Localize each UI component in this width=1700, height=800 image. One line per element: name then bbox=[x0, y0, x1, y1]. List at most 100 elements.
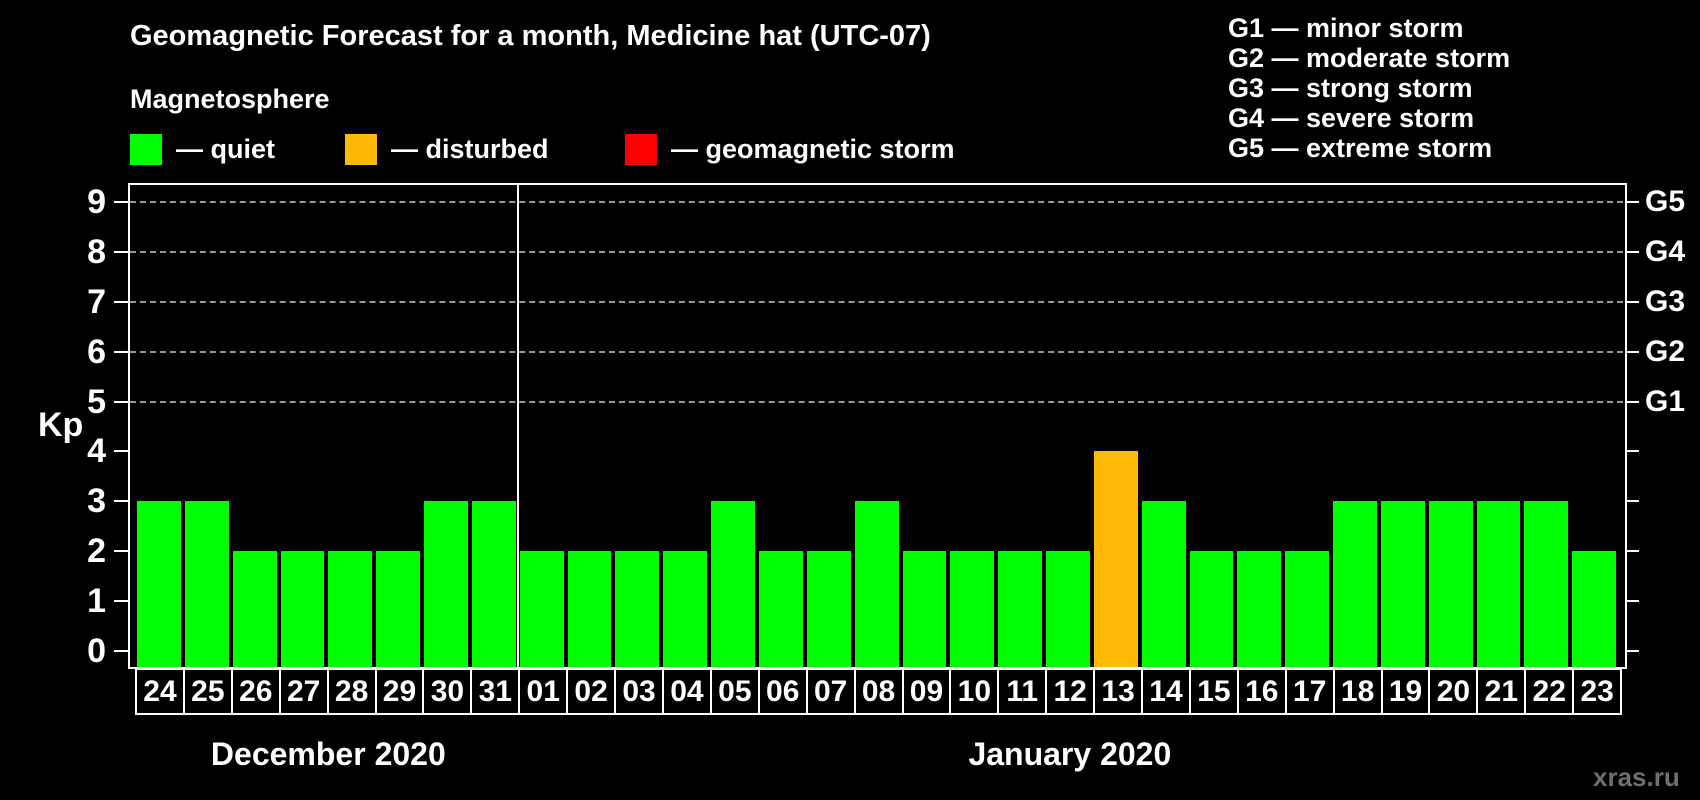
watermark: xras.ru bbox=[1593, 762, 1680, 792]
kp-bar-day-03-value-2 bbox=[615, 551, 660, 667]
bar-slot-day-07 bbox=[806, 185, 855, 667]
bar-slot-day-24 bbox=[137, 185, 185, 667]
day-cell-15: 15 bbox=[1188, 668, 1239, 715]
g-legend-line: G4 — severe storm bbox=[1228, 103, 1475, 133]
bar-slot-day-06 bbox=[758, 185, 807, 667]
legend-swatch-storm bbox=[625, 133, 657, 165]
y-axis-tick bbox=[114, 450, 128, 453]
kp-bar-day-13-value-4 bbox=[1093, 451, 1138, 667]
chart-title: Geomagnetic Forecast for a month, Medici… bbox=[130, 20, 931, 52]
day-cell-29: 29 bbox=[374, 668, 425, 715]
day-cell-27: 27 bbox=[278, 668, 329, 715]
month-label: December 2020 bbox=[210, 736, 446, 772]
bar-slot-day-23 bbox=[1572, 185, 1620, 667]
day-cell-31: 31 bbox=[470, 668, 521, 715]
day-cell-23: 23 bbox=[1572, 668, 1623, 715]
bar-slot-day-17 bbox=[1285, 185, 1333, 667]
day-cell-20: 20 bbox=[1428, 668, 1479, 715]
kp-bar-day-27-value-2 bbox=[280, 551, 325, 667]
kp-bar-day-08-value-3 bbox=[854, 501, 899, 667]
bar-slot-day-19 bbox=[1380, 185, 1429, 667]
day-cell-18: 18 bbox=[1332, 668, 1383, 715]
bar-slot-day-11 bbox=[998, 185, 1046, 667]
day-cell-02: 02 bbox=[566, 668, 617, 715]
y-axis-label: 5 bbox=[87, 382, 106, 421]
bar-slot-day-10 bbox=[950, 185, 998, 667]
g-axis-label-g2: G2 bbox=[1645, 334, 1686, 368]
bar-slot-day-14 bbox=[1141, 185, 1190, 667]
bar-slot-day-21 bbox=[1476, 185, 1525, 667]
day-cell-21: 21 bbox=[1476, 668, 1527, 715]
y-axis-tick bbox=[114, 300, 128, 303]
bar-slot-day-27 bbox=[280, 185, 329, 667]
day-cell-24: 24 bbox=[135, 668, 185, 715]
bar-slot-day-30 bbox=[424, 185, 472, 667]
y-axis-tick bbox=[114, 250, 128, 253]
bar-slot-day-08 bbox=[854, 185, 903, 667]
kp-bar-day-01-value-2 bbox=[519, 551, 564, 667]
right-axis-tick bbox=[1625, 500, 1639, 503]
gridline-kp7 bbox=[130, 300, 1623, 303]
kp-bar-day-29-value-2 bbox=[376, 551, 421, 667]
day-cell-25: 25 bbox=[182, 668, 233, 715]
bar-slot-day-26 bbox=[232, 185, 281, 667]
magnetosphere-legend: — quiet — disturbed — geomagnetic storm bbox=[130, 133, 1030, 167]
day-cell-12: 12 bbox=[1045, 668, 1096, 715]
kp-bar-day-21-value-3 bbox=[1476, 501, 1521, 667]
bar-slot-day-28 bbox=[328, 185, 376, 667]
g-axis-label-g3: G3 bbox=[1645, 284, 1686, 318]
legend-label: — geomagnetic storm bbox=[671, 133, 955, 164]
right-axis-tick bbox=[1625, 350, 1639, 353]
kp-bar-day-26-value-2 bbox=[232, 551, 277, 667]
legend-label: — quiet bbox=[176, 133, 275, 164]
month-divider-line bbox=[517, 185, 519, 667]
bar-slot-day-29 bbox=[376, 185, 424, 667]
day-cell-03: 03 bbox=[614, 668, 664, 715]
y-axis-label: 2 bbox=[87, 532, 106, 571]
right-axis-tick bbox=[1625, 200, 1639, 203]
legend-item-quiet: — quiet bbox=[130, 133, 275, 165]
g-legend-line: G2 — moderate storm bbox=[1228, 43, 1511, 73]
y-axis-tick bbox=[114, 200, 128, 203]
right-axis-tick bbox=[1625, 550, 1639, 553]
kp-bar-day-25-value-3 bbox=[184, 501, 229, 667]
kp-bar-day-06-value-2 bbox=[758, 551, 803, 667]
right-axis-tick bbox=[1625, 450, 1639, 453]
bar-slot-day-03 bbox=[615, 185, 663, 667]
y-axis-label: 6 bbox=[87, 332, 106, 371]
day-cell-11: 11 bbox=[997, 668, 1048, 715]
y-axis-tick bbox=[114, 350, 128, 353]
right-axis-tick bbox=[1625, 650, 1639, 652]
right-axis-tick bbox=[1625, 300, 1639, 303]
bar-slot-day-18 bbox=[1333, 185, 1381, 667]
bar-slot-day-31 bbox=[471, 185, 520, 667]
y-axis-tick bbox=[114, 400, 128, 403]
bar-slot-day-13 bbox=[1093, 185, 1142, 667]
day-cell-06: 06 bbox=[757, 668, 808, 715]
y-axis-label: 8 bbox=[87, 232, 106, 271]
gridline-kp5 bbox=[130, 400, 1623, 403]
kp-bar-day-20-value-3 bbox=[1428, 501, 1473, 667]
y-axis-title: Kp bbox=[38, 406, 84, 445]
kp-bar-day-10-value-2 bbox=[950, 551, 995, 667]
kp-bar-day-24-value-3 bbox=[137, 501, 181, 667]
y-axis-tick bbox=[114, 650, 128, 652]
g-axis-label-g4: G4 bbox=[1645, 234, 1686, 268]
kp-bar-day-18-value-3 bbox=[1333, 501, 1377, 667]
day-cell-28: 28 bbox=[326, 668, 377, 715]
magnetosphere-label: Magnetosphere bbox=[130, 84, 330, 114]
kp-bar-day-17-value-2 bbox=[1285, 551, 1330, 667]
legend-swatch-quiet bbox=[130, 133, 162, 165]
day-label-strip: 24 25 26 27 28 29 30 31 01 02 03 04 05 06 07 08 09 10 11 12… bbox=[135, 668, 1623, 715]
day-cell-13: 13 bbox=[1093, 668, 1144, 715]
kp-bar-day-30-value-3 bbox=[424, 501, 468, 667]
kp-bar-day-04-value-2 bbox=[663, 551, 708, 667]
g-legend-line: G3 — strong storm bbox=[1228, 73, 1473, 103]
day-cell-04: 04 bbox=[661, 668, 712, 715]
bar-slot-day-20 bbox=[1428, 185, 1477, 667]
legend-item-disturbed: — disturbed bbox=[345, 133, 549, 165]
y-axis-label: 4 bbox=[87, 432, 106, 471]
day-cell-01: 01 bbox=[518, 668, 569, 715]
bar-slot-day-05 bbox=[711, 185, 759, 667]
right-axis-tick bbox=[1625, 600, 1639, 603]
